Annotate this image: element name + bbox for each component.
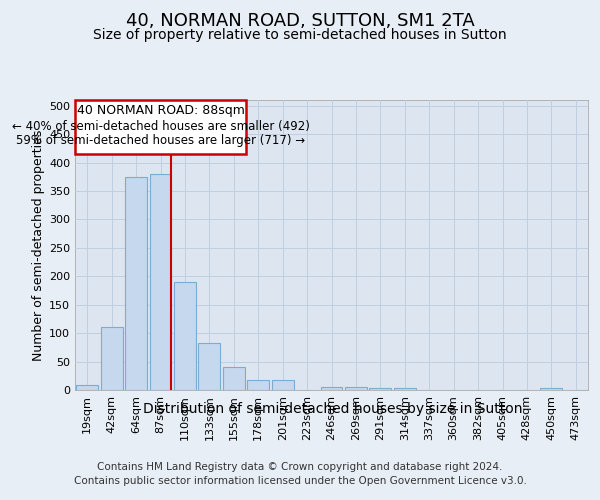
Bar bbox=[541, 388, 562, 390]
Text: 59% of semi-detached houses are larger (717) →: 59% of semi-detached houses are larger (… bbox=[16, 134, 305, 147]
Bar bbox=[76, 386, 98, 390]
Bar bbox=[272, 380, 293, 390]
Text: 40, NORMAN ROAD, SUTTON, SM1 2TA: 40, NORMAN ROAD, SUTTON, SM1 2TA bbox=[125, 12, 475, 30]
Text: 40 NORMAN ROAD: 88sqm: 40 NORMAN ROAD: 88sqm bbox=[77, 104, 245, 117]
Bar bbox=[101, 328, 122, 390]
Text: Distribution of semi-detached houses by size in Sutton: Distribution of semi-detached houses by … bbox=[143, 402, 523, 416]
Bar bbox=[370, 388, 391, 390]
Text: Size of property relative to semi-detached houses in Sutton: Size of property relative to semi-detach… bbox=[93, 28, 507, 42]
Text: ← 40% of semi-detached houses are smaller (492): ← 40% of semi-detached houses are smalle… bbox=[12, 120, 310, 132]
Bar bbox=[199, 343, 220, 390]
Bar bbox=[125, 177, 147, 390]
Bar bbox=[149, 174, 172, 390]
Text: Contains HM Land Registry data © Crown copyright and database right 2024.: Contains HM Land Registry data © Crown c… bbox=[97, 462, 503, 472]
Bar bbox=[345, 387, 367, 390]
Bar bbox=[320, 387, 343, 390]
Bar bbox=[247, 380, 269, 390]
Bar bbox=[76, 100, 246, 154]
Bar bbox=[394, 388, 416, 390]
Y-axis label: Number of semi-detached properties: Number of semi-detached properties bbox=[32, 130, 45, 360]
Bar bbox=[174, 282, 196, 390]
Bar bbox=[223, 368, 245, 390]
Text: Contains public sector information licensed under the Open Government Licence v3: Contains public sector information licen… bbox=[74, 476, 526, 486]
